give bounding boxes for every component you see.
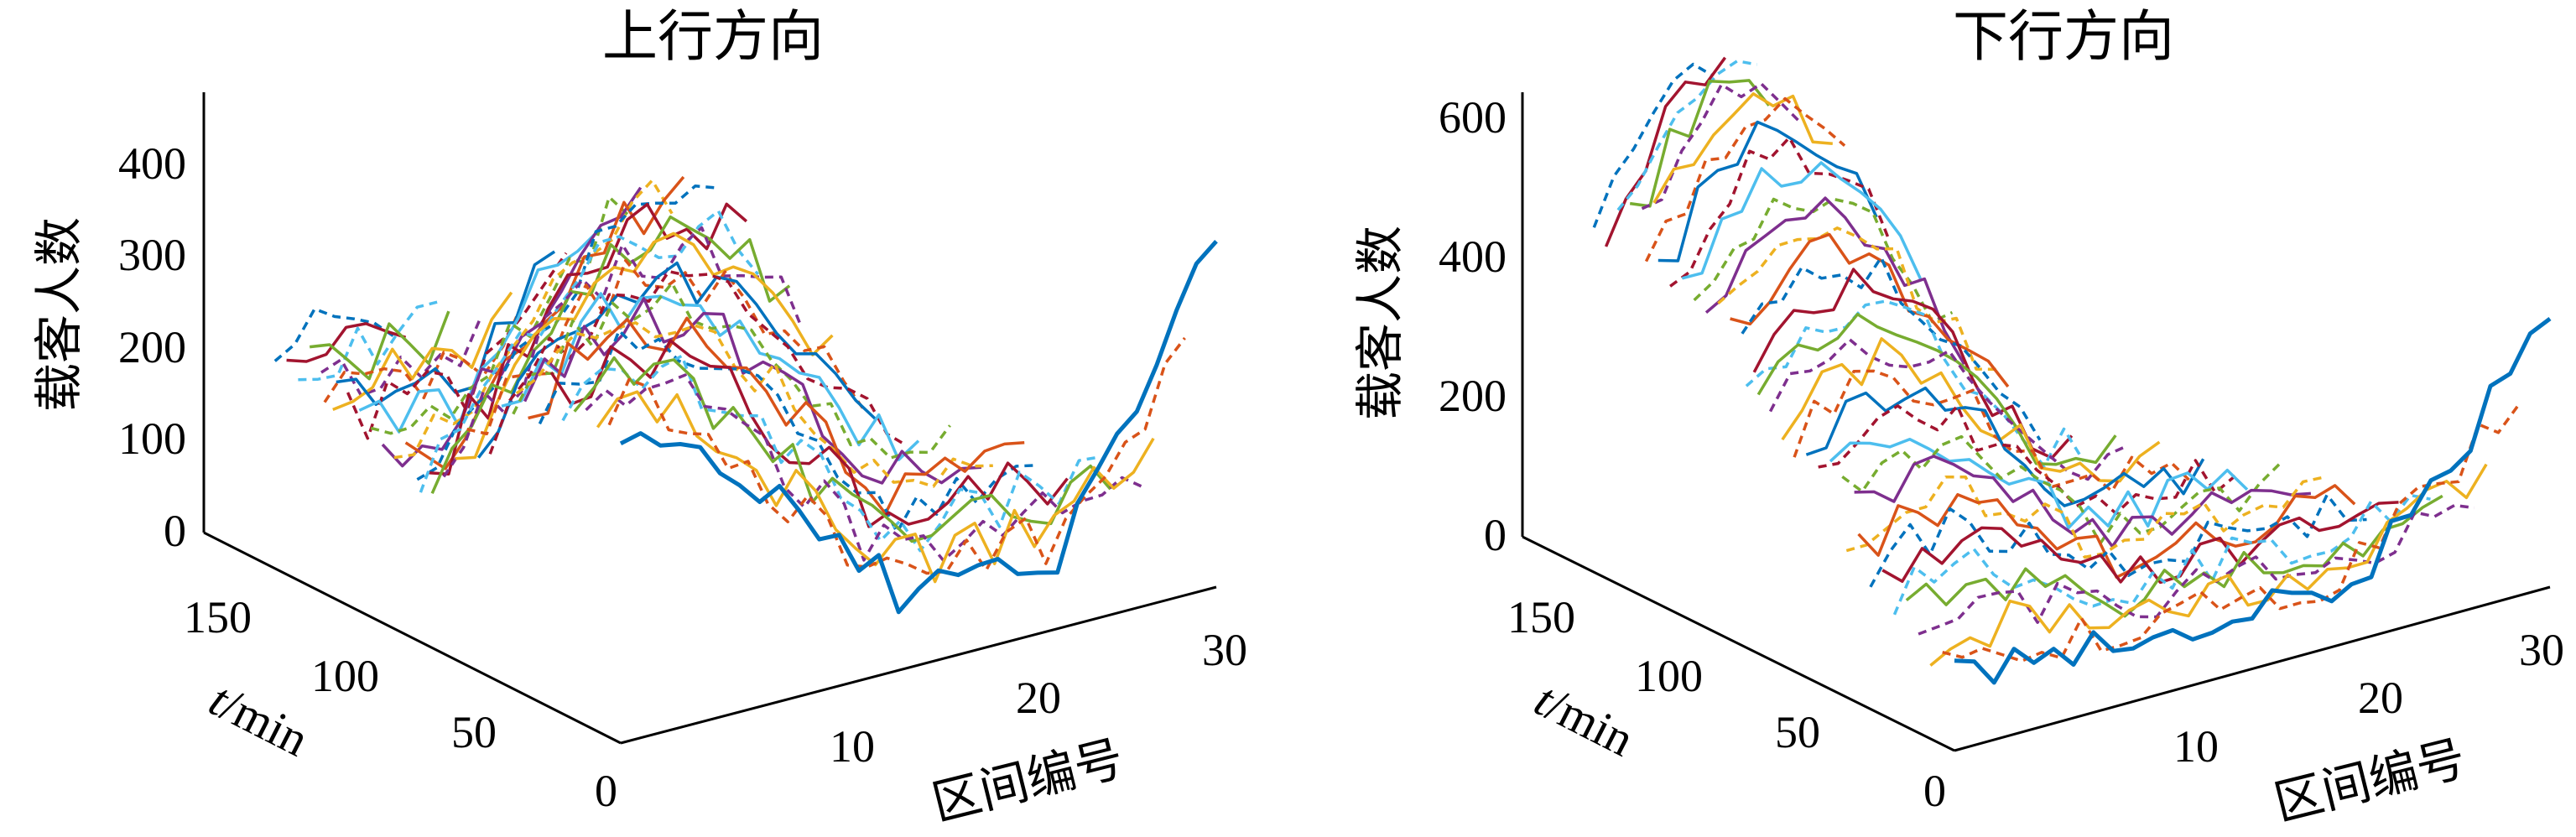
series-line bbox=[1752, 268, 2074, 460]
series-line bbox=[1604, 56, 1727, 247]
series-line bbox=[1857, 484, 2356, 580]
series-line bbox=[1756, 312, 2117, 466]
chart-panel-downward: 下行方向 0 200 400 600 150 100 50 0 10 20 30… bbox=[1351, 4, 2564, 832]
series-line bbox=[332, 291, 513, 412]
t-tick-label: 100 bbox=[311, 651, 379, 701]
t-tick-label: 100 bbox=[1635, 651, 1703, 701]
segment-tick-label: 30 bbox=[2519, 625, 2564, 675]
series-line bbox=[1657, 120, 1878, 263]
segment-axis-label: 区间编号 bbox=[926, 730, 1129, 832]
series-line bbox=[320, 318, 482, 398]
series-line bbox=[442, 226, 803, 478]
series-lines bbox=[1592, 56, 2552, 685]
z-tick-label: 300 bbox=[118, 230, 186, 280]
t-axis-line bbox=[1522, 535, 1955, 752]
series-line bbox=[1818, 404, 2236, 516]
series-line bbox=[1929, 463, 2488, 667]
chart-panel-upward: 上行方向 0 100 200 300 400 150 100 50 0 10 2… bbox=[30, 4, 1247, 832]
series-line bbox=[619, 240, 1218, 615]
series-line bbox=[1954, 317, 2552, 685]
segment-tick-label: 10 bbox=[2173, 721, 2219, 772]
series-line bbox=[416, 185, 716, 481]
series-line bbox=[1681, 161, 1922, 280]
series-line bbox=[1652, 92, 1833, 204]
series-line bbox=[561, 354, 1100, 553]
series-line bbox=[336, 250, 556, 407]
t-tick-label: 50 bbox=[1775, 707, 1820, 757]
series-line bbox=[1693, 197, 1954, 324]
series-line bbox=[298, 300, 438, 382]
series-line bbox=[1942, 404, 2520, 663]
t-tick-label: 150 bbox=[184, 592, 252, 642]
series-line bbox=[1629, 79, 1771, 208]
series-line bbox=[1869, 493, 2367, 588]
series-line bbox=[585, 373, 1143, 562]
z-tick-label: 400 bbox=[1439, 231, 1507, 282]
t-axis-label: t/min bbox=[201, 672, 318, 767]
segment-tick-label: 30 bbox=[1202, 625, 1247, 675]
segment-tick-label: 20 bbox=[1016, 673, 1061, 723]
series-line bbox=[1730, 232, 2010, 388]
series-line bbox=[515, 321, 993, 488]
series-line bbox=[393, 179, 674, 460]
segment-axis-line bbox=[1954, 585, 2551, 752]
series-line bbox=[1905, 494, 2443, 618]
series-line bbox=[1592, 62, 1715, 228]
series-line bbox=[1892, 493, 2431, 616]
chart-title: 上行方向 bbox=[602, 4, 824, 69]
series-line bbox=[1641, 81, 1803, 211]
z-tick-label: 200 bbox=[1439, 371, 1507, 421]
series-line bbox=[528, 316, 1025, 516]
chart-title: 下行方向 bbox=[1953, 4, 2174, 69]
segment-tick-label: 10 bbox=[830, 721, 875, 772]
series-line bbox=[1616, 60, 1757, 211]
series-line bbox=[455, 231, 834, 460]
series-line bbox=[538, 329, 1037, 534]
z-tick-label: 0 bbox=[1484, 510, 1507, 560]
series-line bbox=[1717, 226, 1996, 372]
series-lines bbox=[273, 175, 1218, 615]
series-line bbox=[1918, 503, 2475, 636]
t-axis-line bbox=[203, 531, 622, 745]
series-line bbox=[1854, 455, 2312, 548]
z-tick-label: 400 bbox=[118, 138, 186, 189]
series-line bbox=[1805, 386, 2205, 507]
series-line bbox=[573, 356, 1112, 543]
segment-tick-label: 20 bbox=[2358, 673, 2403, 723]
series-line bbox=[323, 301, 525, 403]
series-line bbox=[1768, 338, 2129, 481]
series-line bbox=[549, 339, 1069, 528]
series-line bbox=[1829, 437, 2249, 530]
z-tick-label: 200 bbox=[118, 322, 186, 372]
series-line bbox=[1644, 96, 1846, 263]
series-line bbox=[419, 209, 760, 493]
series-line bbox=[607, 336, 1186, 575]
series-line bbox=[1669, 136, 1891, 288]
series-line bbox=[523, 297, 982, 485]
segment-axis-line bbox=[620, 585, 1217, 745]
z-tick-label: 600 bbox=[1439, 92, 1507, 143]
z-tick-label: 0 bbox=[164, 506, 186, 556]
series-line bbox=[1704, 196, 1966, 366]
series-line bbox=[273, 307, 395, 362]
series-line bbox=[1881, 501, 2399, 585]
series-line bbox=[501, 292, 920, 461]
series-line bbox=[370, 195, 631, 435]
series-line bbox=[346, 252, 568, 440]
z-axis-label: 载客人数 bbox=[30, 217, 87, 412]
series-line bbox=[430, 215, 791, 495]
t-axis-label: t/min bbox=[1527, 672, 1643, 767]
t-tick-label: 0 bbox=[595, 766, 617, 816]
series-line bbox=[1845, 476, 2324, 559]
t-tick-label: 0 bbox=[1923, 766, 1946, 816]
segment-axis-label: 区间编号 bbox=[2268, 730, 2471, 832]
series-line bbox=[404, 175, 685, 470]
t-tick-label: 150 bbox=[1507, 592, 1575, 642]
z-axis-label: 载客人数 bbox=[1351, 226, 1408, 420]
series-line bbox=[1741, 256, 2042, 441]
z-tick-label: 100 bbox=[118, 413, 186, 464]
t-tick-label: 50 bbox=[451, 707, 497, 757]
